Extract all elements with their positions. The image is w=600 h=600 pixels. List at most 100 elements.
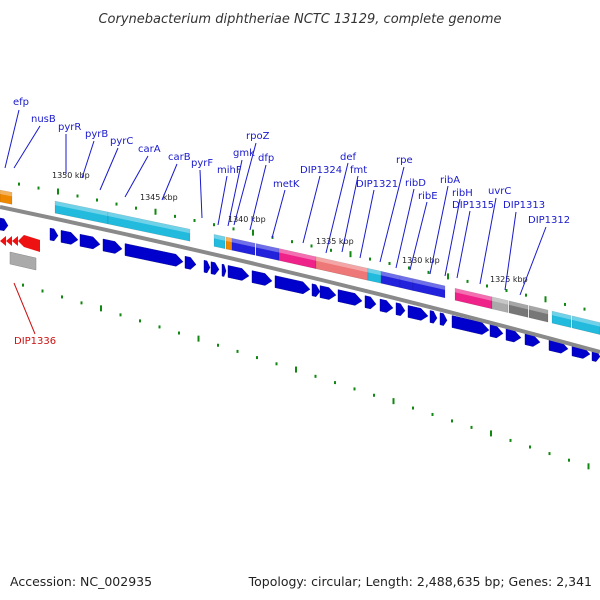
gene-block[interactable]	[231, 237, 256, 256]
gene-label-rpoZ[interactable]: rpoZ	[246, 131, 270, 142]
inner-tick	[41, 289, 44, 293]
gene-arrow-track	[0, 217, 600, 362]
gene-arrow[interactable]	[395, 302, 406, 316]
scale-label-1350: 1350 kbp	[52, 171, 90, 180]
leader-line	[124, 155, 149, 198]
gene-label-fmt[interactable]: fmt	[350, 165, 367, 176]
gene-arrow[interactable]	[337, 289, 363, 306]
gene-arrow[interactable]	[221, 263, 227, 277]
gene-label-ribE[interactable]: ribE	[418, 191, 438, 202]
leader-line	[504, 211, 517, 291]
outer-tick	[291, 240, 293, 244]
gene-label-DIP1336[interactable]: DIP1336	[14, 336, 56, 347]
gene-label-DIP1313[interactable]: DIP1313	[503, 200, 545, 211]
gene-block-shine	[572, 315, 600, 327]
gene-label-pyrR[interactable]: pyrR	[58, 122, 81, 133]
gene-label-DIP1315[interactable]: DIP1315	[452, 200, 494, 211]
gene-label-ribD[interactable]: ribD	[405, 178, 426, 189]
gene-label-gmk[interactable]: gmk	[233, 148, 255, 159]
gene-label-pyrB[interactable]: pyrB	[85, 129, 108, 140]
gene-label-DIP1312[interactable]: DIP1312	[528, 215, 570, 226]
inner-tick	[217, 343, 219, 347]
gene-label-DIP1321[interactable]: DIP1321	[356, 179, 398, 190]
gene-arrow[interactable]	[407, 305, 429, 321]
outer-tick	[174, 214, 176, 218]
gene-block-shine	[0, 190, 12, 197]
gene-block-shine	[256, 243, 279, 253]
outer-tick	[96, 198, 98, 202]
gene-block-shine	[368, 268, 381, 276]
outer-tick	[310, 244, 313, 248]
gene-block[interactable]	[528, 305, 549, 323]
gene-arrow[interactable]	[210, 261, 220, 275]
reverse-gene-arrow[interactable]	[18, 235, 40, 252]
gene-block[interactable]	[508, 300, 529, 318]
inner-tick	[80, 301, 83, 305]
gene-block[interactable]	[412, 278, 446, 299]
gene-arrow[interactable]	[0, 217, 9, 232]
gene-arrow[interactable]	[251, 270, 273, 286]
inner-tick	[22, 283, 24, 287]
gene-arrow[interactable]	[60, 230, 79, 245]
gene-label-pyrC[interactable]: pyrC	[110, 136, 133, 147]
gene-block[interactable]	[107, 211, 191, 242]
gene-arrow[interactable]	[319, 285, 337, 300]
outer-tick	[583, 307, 586, 311]
gene-label-carA[interactable]: carA	[138, 144, 161, 155]
gene-block[interactable]	[213, 234, 226, 250]
reverse-arrow[interactable]	[6, 236, 12, 246]
gene-block[interactable]	[0, 189, 13, 205]
gene-arrow[interactable]	[274, 275, 311, 295]
leader-line	[519, 226, 547, 296]
outer-tick	[388, 261, 391, 265]
gene-block-shine	[509, 300, 528, 310]
gene-label-rpe[interactable]: rpe	[396, 155, 413, 166]
gene-arrow[interactable]	[379, 298, 394, 313]
gene-arrow[interactable]	[79, 233, 101, 250]
outer-tick	[486, 284, 488, 288]
gene-label-def[interactable]: def	[340, 152, 357, 163]
gene-block[interactable]	[551, 310, 572, 328]
inner-tick	[139, 319, 141, 323]
accession-text: Accession: NC_002935	[10, 574, 153, 589]
gene-label-pyrF[interactable]: pyrF	[191, 158, 213, 169]
gene-arrow[interactable]	[364, 295, 377, 310]
gene-arrow[interactable]	[124, 243, 184, 267]
gene-arrow[interactable]	[102, 238, 123, 254]
gene-label-mihF[interactable]: mihF	[217, 165, 242, 176]
reverse-gene-block[interactable]	[9, 251, 37, 271]
inner-tick	[295, 366, 297, 373]
gene-label-nusB[interactable]: nusB	[31, 114, 56, 125]
reverse-arrow[interactable]	[0, 236, 6, 246]
gene-label-uvrC[interactable]: uvrC	[488, 186, 511, 197]
leader-line	[271, 189, 286, 239]
gene-label-DIP1324[interactable]: DIP1324	[300, 165, 342, 176]
gene-arrow[interactable]	[49, 227, 59, 242]
inner-tick	[548, 452, 551, 456]
gene-label-efp[interactable]: efp	[13, 97, 29, 108]
gene-label-ribH[interactable]: ribH	[452, 188, 473, 199]
gene-block[interactable]	[571, 315, 600, 335]
gene-label-dfp[interactable]: dfp	[258, 153, 274, 164]
outer-tick	[37, 186, 40, 190]
gene-arrow[interactable]	[451, 315, 490, 335]
inner-tick	[412, 406, 414, 410]
gene-block[interactable]	[491, 296, 509, 314]
gene-label-carB[interactable]: carB	[168, 152, 191, 163]
gene-arrow[interactable]	[311, 283, 321, 297]
gene-block-shine	[400, 275, 413, 283]
genome-backbone	[0, 205, 600, 354]
gene-arrow[interactable]	[227, 265, 250, 281]
gene-arrow[interactable]	[429, 310, 438, 324]
gene-label-metK[interactable]: metK	[273, 179, 300, 190]
gene-label-ribA[interactable]: ribA	[440, 175, 460, 186]
outer-tick	[349, 251, 352, 258]
gene-arrow[interactable]	[184, 255, 197, 270]
reverse-arrow[interactable]	[12, 236, 18, 246]
inner-tick	[470, 425, 473, 429]
scale-label-1340: 1340 kbp	[228, 215, 266, 224]
outer-tick	[252, 229, 254, 236]
gene-arrow[interactable]	[439, 312, 448, 326]
gene-arrow[interactable]	[203, 260, 211, 274]
leader-line	[217, 175, 228, 226]
